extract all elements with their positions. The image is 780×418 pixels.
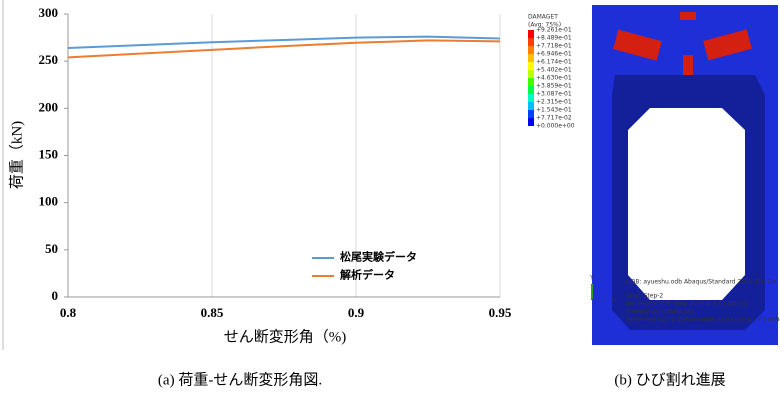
contour-label: +3.859e-01: [536, 83, 572, 90]
contour-band: [528, 86, 534, 94]
contour-band: [528, 30, 534, 38]
caption: (b) ひび割れ進展: [614, 371, 725, 388]
x-axis-label: せん断変形角（%): [224, 328, 347, 345]
contour-band: [528, 38, 534, 46]
figure: 荷重（kN) せん断変形角（%) (a) 荷重-せん断変形角図. (b) ひび割…: [0, 0, 780, 418]
y-tick-label: 100: [39, 194, 59, 209]
axis-name: X: [612, 297, 616, 304]
legend-label: 松尾実験データ: [340, 250, 417, 264]
page: 荷重（kN) せん断変形角（%) (a) 荷重-せん断変形角図. (b) ひび割…: [0, 0, 780, 418]
contour-band: [528, 70, 534, 78]
x-tick-label: 0.85: [201, 305, 224, 320]
x-tick-label: 0.8: [60, 305, 77, 320]
contour-label: +2.315e-01: [536, 99, 572, 106]
contour-label: +6.946e-01: [536, 51, 572, 58]
contour-label: +5.402e-01: [536, 67, 572, 74]
info-line: Increment 559: Step Time = 9.5145E-02: [626, 301, 748, 308]
x-tick-label: 0.95: [489, 305, 512, 320]
y-tick-label: 250: [39, 52, 59, 67]
fe-model: [592, 5, 778, 345]
contour-label: +7.718e-01: [536, 43, 572, 50]
y-tick-label: 150: [39, 146, 59, 161]
contour-label: +8.489e-01: [536, 35, 572, 42]
contour-band: [528, 94, 534, 102]
series-line: [68, 40, 500, 57]
legend-label: 解析データ: [340, 268, 395, 282]
contour-label: +4.630e-01: [536, 75, 572, 82]
info-line: Step: Step-2: [626, 293, 663, 300]
contour-label: +0.000e+00: [536, 123, 575, 130]
contour-band: [528, 110, 534, 118]
y-tick-label: 50: [45, 241, 58, 256]
contour-band: [528, 62, 534, 70]
contour-band: [528, 102, 534, 110]
legend-title: DAMAGET: [528, 14, 558, 21]
contour-label: +7.717e-02: [536, 115, 572, 122]
axis-name: Y: [589, 275, 594, 282]
info-line: Deformed Var: U Deformation Scale Factor…: [626, 317, 780, 324]
contour-label: +6.174e-01: [536, 59, 572, 66]
contour-band: [528, 78, 534, 86]
contour-label: +1.543e-01: [536, 107, 572, 114]
y-axis-label: 荷重（kN): [8, 121, 25, 189]
info-line: ODB: ayueshu.odb Abaqus/Standard 2021 Th…: [626, 279, 776, 286]
contour-band: [528, 54, 534, 62]
contour-band: [528, 46, 534, 54]
model-opening: [628, 108, 745, 300]
x-tick-label: 0.9: [348, 305, 365, 320]
y-tick-label: 200: [39, 99, 59, 114]
y-tick-label: 300: [39, 5, 59, 20]
y-tick-label: 0: [52, 288, 59, 303]
info-line: Primary Var: DAMAGET: [626, 309, 695, 316]
contour-band: [528, 118, 534, 126]
contour-label: +9.261e-01: [536, 27, 572, 34]
caption: (a) 荷重-せん断変形角図.: [158, 371, 322, 388]
contour-label: +3.087e-01: [536, 91, 572, 98]
